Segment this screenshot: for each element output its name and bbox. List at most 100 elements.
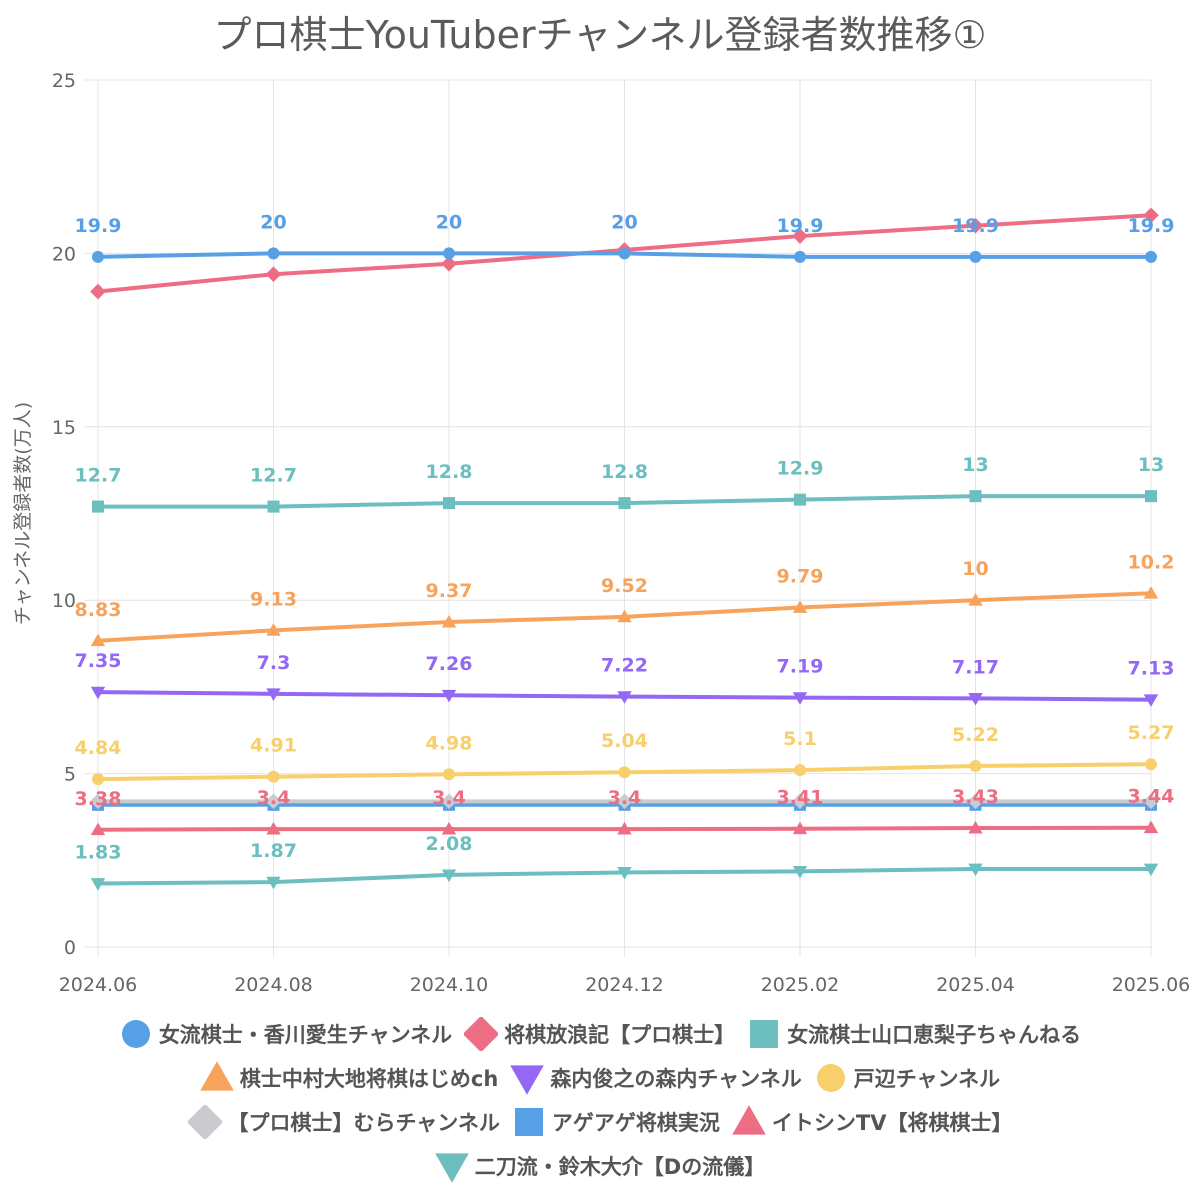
y-tick-label: 0 xyxy=(64,937,76,959)
legend-label: アゲアゲ将棋実況 xyxy=(551,1111,720,1135)
data-point xyxy=(617,691,632,704)
data-label: 10 xyxy=(962,558,988,580)
data-label: 9.37 xyxy=(426,580,473,602)
data-point xyxy=(968,820,983,834)
legend-marker-icon xyxy=(434,1153,469,1183)
legend-item[interactable]: 【プロ棋士】むらチャンネル xyxy=(187,1105,500,1139)
data-point xyxy=(792,865,808,879)
data-point xyxy=(617,609,632,623)
x-tick-label: 2025.04 xyxy=(936,974,1015,996)
legend-label: 棋士中村大地将棋はじめch xyxy=(239,1067,499,1091)
data-point xyxy=(443,768,455,781)
data-label: 3.44 xyxy=(1128,786,1175,808)
data-point xyxy=(267,500,280,513)
legend-item[interactable]: 森内俊之の森内チャンネル xyxy=(510,1061,802,1095)
legend-item[interactable]: 女流棋士山口恵梨子ちゃんねる xyxy=(747,1017,1081,1051)
legend-marker-icon xyxy=(514,1108,543,1136)
data-point xyxy=(1143,820,1159,834)
data-label: 12.8 xyxy=(601,461,648,483)
data-label: 3.4 xyxy=(608,787,642,809)
data-label: 3.4 xyxy=(257,787,291,809)
data-label: 7.22 xyxy=(601,655,648,677)
data-point xyxy=(265,266,282,283)
data-label: 5.27 xyxy=(1128,722,1175,744)
data-point xyxy=(92,773,104,786)
data-point xyxy=(618,247,631,260)
data-label: 20 xyxy=(611,211,637,233)
data-point xyxy=(441,689,457,703)
data-label: 5.04 xyxy=(601,730,648,752)
data-label: 9.79 xyxy=(777,565,824,587)
data-point xyxy=(441,793,457,810)
data-point xyxy=(792,821,808,835)
data-label: 1.83 xyxy=(75,842,122,864)
legend-label: 森内俊之の森内チャンネル xyxy=(550,1067,802,1091)
x-tick-label: 2025.02 xyxy=(761,974,840,996)
x-tick-label: 2024.12 xyxy=(585,974,664,996)
data-label: 12.7 xyxy=(75,465,122,487)
data-point xyxy=(266,623,281,636)
data-point xyxy=(266,688,281,702)
data-point xyxy=(968,593,983,606)
legend-item[interactable]: 戸辺チャンネル xyxy=(814,1061,1000,1095)
chart-legend: 女流棋士・香川愛生チャンネル 将棋放浪記【プロ棋士】 女流棋士山口恵梨子ちゃんねる … xyxy=(0,1012,1200,1188)
data-label: 20 xyxy=(260,211,286,233)
data-label: 7.17 xyxy=(952,656,999,678)
data-point xyxy=(443,497,455,510)
legend-row: 【プロ棋士】むらチャンネル アゲアゲ将棋実況 イトシンTV【将棋棋士】 xyxy=(0,1100,1200,1144)
data-point xyxy=(266,876,281,890)
legend-label: 【プロ棋士】むらチャンネル xyxy=(227,1111,500,1135)
data-point xyxy=(618,766,631,779)
data-label: 19.9 xyxy=(777,215,824,237)
data-point xyxy=(969,250,982,263)
y-axis-label: チャンネル登録者数(万人) xyxy=(12,402,34,625)
data-label: 5.1 xyxy=(783,728,817,750)
legend-item[interactable]: 将棋放浪記【プロ棋士】 xyxy=(464,1017,735,1051)
legend-item[interactable]: アゲアゲ将棋実況 xyxy=(512,1105,720,1139)
data-label: 9.13 xyxy=(250,588,297,610)
legend-item[interactable]: イトシンTV【将棋棋士】 xyxy=(732,1105,1012,1139)
data-point xyxy=(1143,793,1159,810)
data-label: 4.98 xyxy=(426,732,473,754)
data-point xyxy=(792,600,808,613)
data-label: 7.3 xyxy=(257,652,291,674)
data-point xyxy=(969,490,982,503)
data-point xyxy=(1143,586,1159,599)
data-label: 8.83 xyxy=(75,599,122,621)
data-label: 12.7 xyxy=(250,465,297,487)
data-label: 7.26 xyxy=(426,653,473,675)
data-label: 3.4 xyxy=(432,787,466,809)
legend-item[interactable]: 棋士中村大地将棋はじめch xyxy=(200,1061,498,1095)
data-point xyxy=(441,869,457,883)
data-point xyxy=(617,821,632,835)
data-label: 3.43 xyxy=(952,786,999,808)
data-point xyxy=(794,250,806,263)
data-point xyxy=(90,822,106,836)
data-point xyxy=(794,764,806,777)
data-label: 19.9 xyxy=(1128,215,1175,237)
data-point xyxy=(968,692,983,706)
data-point xyxy=(792,793,808,810)
y-tick-label: 5 xyxy=(64,764,76,786)
data-point xyxy=(92,500,104,513)
legend-item[interactable]: 二刀流・鈴木大介【Dの流儀】 xyxy=(434,1149,766,1183)
y-tick-label: 20 xyxy=(52,243,76,265)
data-label: 13 xyxy=(962,454,988,476)
data-label: 4.84 xyxy=(75,737,122,759)
legend-marker-icon xyxy=(732,1105,766,1135)
data-point xyxy=(443,247,455,260)
legend-marker-icon xyxy=(121,1020,150,1048)
data-point xyxy=(1143,207,1159,224)
data-point xyxy=(967,217,984,234)
legend-label: 女流棋士・香川愛生チャンネル xyxy=(158,1023,453,1047)
x-tick-label: 2024.08 xyxy=(234,974,313,996)
data-label: 7.13 xyxy=(1128,658,1175,680)
data-point xyxy=(792,692,808,705)
legend-row: 二刀流・鈴木大介【Dの流儀】 xyxy=(0,1144,1200,1188)
legend-row: 女流棋士・香川愛生チャンネル 将棋放浪記【プロ棋士】 女流棋士山口恵梨子ちゃんねる xyxy=(0,1012,1200,1056)
data-point xyxy=(1143,694,1159,707)
legend-marker-icon xyxy=(510,1065,545,1095)
x-tick-label: 2024.06 xyxy=(59,974,138,996)
legend-item[interactable]: 女流棋士・香川愛生チャンネル xyxy=(119,1017,452,1051)
legend-label: 二刀流・鈴木大介【Dの流儀】 xyxy=(474,1155,766,1179)
